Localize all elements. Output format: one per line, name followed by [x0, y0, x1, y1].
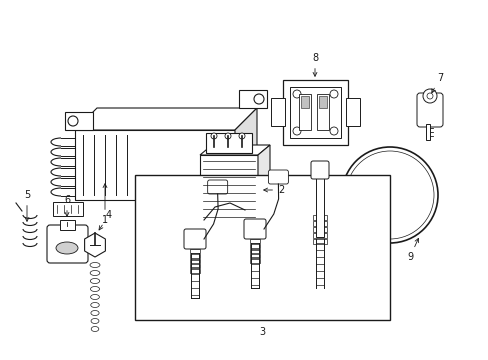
- Bar: [312, 221, 326, 226]
- Circle shape: [329, 127, 337, 135]
- FancyBboxPatch shape: [244, 219, 265, 239]
- Bar: [249, 249, 260, 253]
- Polygon shape: [425, 124, 429, 140]
- Circle shape: [224, 133, 230, 139]
- Bar: [312, 233, 326, 238]
- Bar: [316, 94, 328, 130]
- Polygon shape: [84, 233, 105, 257]
- Bar: [135, 175, 389, 320]
- Ellipse shape: [91, 327, 99, 332]
- Circle shape: [341, 147, 437, 243]
- FancyBboxPatch shape: [207, 180, 227, 194]
- Bar: [249, 244, 260, 248]
- Polygon shape: [200, 155, 258, 227]
- Ellipse shape: [90, 294, 99, 300]
- Bar: [249, 254, 260, 258]
- Circle shape: [210, 133, 217, 139]
- Bar: [312, 239, 326, 244]
- Bar: [190, 254, 200, 258]
- Bar: [270, 98, 285, 126]
- Ellipse shape: [90, 262, 100, 267]
- Bar: [205, 133, 251, 153]
- Bar: [346, 98, 359, 126]
- Circle shape: [292, 127, 301, 135]
- Circle shape: [68, 116, 78, 126]
- Text: 8: 8: [311, 53, 317, 76]
- Bar: [301, 96, 308, 108]
- Bar: [318, 96, 326, 108]
- Text: 9: 9: [406, 238, 418, 262]
- Bar: [315, 175, 324, 237]
- Ellipse shape: [90, 270, 100, 275]
- Polygon shape: [258, 145, 269, 227]
- FancyBboxPatch shape: [183, 229, 205, 249]
- FancyBboxPatch shape: [310, 161, 328, 179]
- Bar: [60, 220, 75, 230]
- Polygon shape: [235, 108, 257, 200]
- Bar: [190, 249, 200, 253]
- FancyBboxPatch shape: [416, 93, 442, 127]
- Polygon shape: [239, 90, 266, 108]
- Bar: [312, 215, 326, 220]
- Bar: [298, 94, 310, 130]
- Polygon shape: [200, 145, 269, 155]
- Text: 1: 1: [102, 184, 108, 225]
- Text: 6: 6: [64, 195, 70, 216]
- Ellipse shape: [90, 279, 100, 284]
- Text: 2: 2: [263, 185, 284, 195]
- Circle shape: [422, 89, 436, 103]
- Text: 4: 4: [99, 210, 112, 230]
- Bar: [249, 239, 260, 243]
- Bar: [289, 87, 340, 138]
- Bar: [249, 259, 260, 263]
- Bar: [53, 202, 83, 216]
- Circle shape: [329, 90, 337, 98]
- Circle shape: [346, 151, 433, 239]
- Ellipse shape: [91, 310, 99, 315]
- Circle shape: [253, 94, 264, 104]
- Polygon shape: [65, 112, 93, 130]
- Bar: [190, 264, 200, 268]
- FancyBboxPatch shape: [47, 225, 88, 263]
- Ellipse shape: [91, 319, 99, 324]
- Bar: [190, 269, 200, 273]
- Circle shape: [426, 93, 432, 99]
- Ellipse shape: [91, 302, 99, 307]
- Circle shape: [292, 90, 301, 98]
- Bar: [283, 80, 347, 145]
- FancyBboxPatch shape: [268, 170, 288, 184]
- Ellipse shape: [90, 287, 100, 292]
- Circle shape: [239, 133, 244, 139]
- Bar: [190, 259, 200, 263]
- Polygon shape: [75, 108, 257, 130]
- Bar: [312, 227, 326, 232]
- Polygon shape: [75, 130, 235, 200]
- Text: 7: 7: [431, 73, 442, 93]
- Ellipse shape: [56, 242, 78, 254]
- Text: 3: 3: [259, 327, 264, 337]
- Text: 5: 5: [24, 190, 30, 221]
